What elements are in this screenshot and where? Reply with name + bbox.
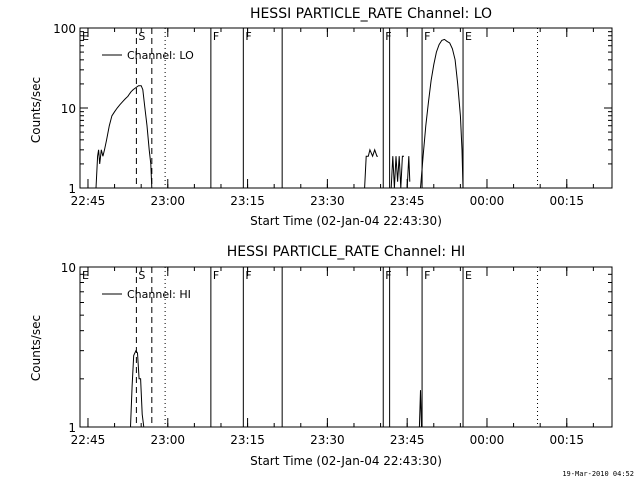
panel1-marker-label: F [213,269,219,282]
panel0-marker-label: F [213,30,219,43]
panel0-marker-label: S [138,30,145,43]
hi-channel-panel: HESSI PARTICLE_RATE Channel: HI Counts/s… [29,244,613,468]
panel1-x-tick-label: 23:15 [230,433,265,447]
panel1-marker-label: F [424,269,430,282]
panel1-y-tick-label: 10 [61,261,76,275]
panel0-y-tick-label: 1 [68,182,76,196]
panel1-marker-label: E [465,269,472,282]
hi-chart-title: HESSI PARTICLE_RATE Channel: HI [227,244,465,260]
panel0-marker-label: F [424,30,430,43]
panel0-y-tick-label: 100 [53,22,76,36]
panel1-marker-label: S [138,269,145,282]
panel0-x-tick-label: 23:30 [310,194,345,208]
panel1-series-line [130,349,145,428]
panel1-plot-frame [79,266,613,428]
hi-y-axis-label: Counts/sec [29,315,43,381]
panel0-x-tick-label: 00:15 [549,194,584,208]
panel1-marker-label: E [82,269,89,282]
panel0-y-tick-label: 10 [61,102,76,116]
panel0-x-tick-label: 23:15 [230,194,265,208]
panel0-marker-label: F [385,30,391,43]
panel0-x-tick-label: 00:00 [470,194,505,208]
panel0-x-tick-label: 22:45 [71,194,106,208]
panel1-x-tick-label: 23:30 [310,433,345,447]
panel1-marker-label: F [245,269,251,282]
lo-x-axis-label: Start Time (02-Jan-04 22:43:30) [250,214,442,228]
panel1-x-tick-label: 00:00 [470,433,505,447]
panel1-x-tick-label: 22:45 [71,433,106,447]
panel1-series-line [418,390,422,428]
panel0-marker-label: E [465,30,472,43]
lo-y-axis-label: Counts/sec [29,77,43,143]
panel1-marker-label: F [385,269,391,282]
footer-timestamp: 19-Mar-2010 04:52 [562,470,634,478]
panel0-x-tick-label: 23:00 [150,194,185,208]
panel1-legend-label: Channel: HI [127,288,191,301]
panel0-series-line [406,156,411,189]
lo-channel-panel: HESSI PARTICLE_RATE Channel: LO Counts/s… [29,6,613,228]
panel0-marker-label: F [245,30,251,43]
panel1-x-tick-label: 23:45 [390,433,425,447]
panel0-x-tick-label: 23:45 [390,194,425,208]
panel1-x-tick-label: 23:00 [150,433,185,447]
panel0-series-line [364,148,378,189]
panel0-marker-label: E [82,30,89,43]
hi-x-axis-label: Start Time (02-Jan-04 22:43:30) [250,454,442,468]
panel0-series-line [95,85,153,189]
panel0-series-line [390,155,404,189]
panel0-series-line [420,38,464,189]
panel1-x-tick-label: 00:15 [549,433,584,447]
panel0-legend-label: Channel: LO [127,49,194,62]
lo-chart-title: HESSI PARTICLE_RATE Channel: LO [250,6,492,22]
panel1-y-tick-label: 1 [68,421,76,435]
